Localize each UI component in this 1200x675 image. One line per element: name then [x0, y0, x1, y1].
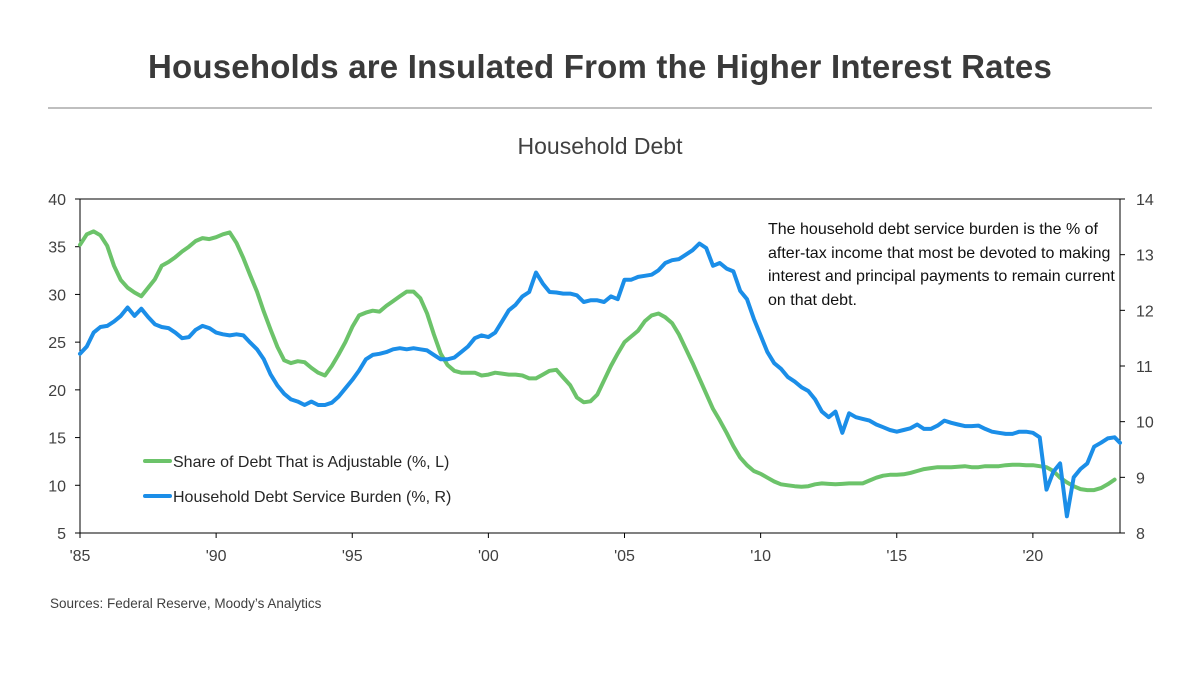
x-axis-tick-label: '85: [70, 548, 91, 565]
left-axis-tick-label: 25: [48, 335, 66, 352]
left-axis-tick-label: 30: [48, 287, 66, 304]
source-note: Sources: Federal Reserve, Moody’s Analyt…: [50, 596, 322, 611]
legend-label: Household Debt Service Burden (%, R): [173, 489, 451, 506]
left-axis-tick-label: 5: [57, 526, 66, 543]
right-axis-tick-label: 8: [1136, 526, 1145, 543]
chart-title: Household Debt: [517, 133, 683, 159]
series-line-debt-service-burden: [78, 241, 1122, 519]
right-axis-tick-label: 13: [1136, 248, 1154, 265]
right-axis-tick-label: 11: [1136, 359, 1153, 376]
left-axis-tick-label: 20: [48, 383, 66, 400]
left-axis-tick-label: 10: [48, 478, 66, 495]
chart-annotation: The household debt service burden is the…: [768, 221, 1115, 309]
right-axis-tick-label: 12: [1136, 303, 1154, 320]
page-title: Households are Insulated From the Higher…: [147, 48, 1053, 85]
left-axis-tick-label: 35: [48, 240, 66, 257]
left-axis-tick-label: 40: [48, 192, 66, 209]
right-axis-tick-label: 10: [1136, 415, 1154, 432]
legend: Share of Debt That is Adjustable (%, L) H…: [143, 454, 451, 506]
x-axis-tick-label: '10: [750, 548, 771, 565]
right-axis-tick-label: 9: [1136, 470, 1145, 487]
series-line-adjustable-share: [78, 229, 1117, 493]
x-axis-ticks: '85 '90 '95 '00 '05 '10 '15 '20: [70, 533, 1043, 565]
x-axis-tick-label: '15: [886, 548, 907, 565]
x-axis-tick-label: '05: [614, 548, 635, 565]
title-divider: [48, 107, 1152, 109]
x-axis-tick-label: '00: [478, 548, 499, 565]
legend-label: Share of Debt That is Adjustable (%, L): [173, 454, 449, 471]
series-layer: [78, 229, 1122, 519]
left-axis-ticks: 5 10 15 20 25 30 35 40: [48, 192, 80, 543]
left-axis-tick-label: 15: [48, 431, 66, 448]
right-axis-ticks: 8 9 10 11 12 13 14: [1120, 192, 1154, 543]
x-axis-tick-label: '95: [342, 548, 363, 565]
x-axis-tick-label: '20: [1022, 548, 1043, 565]
x-axis-tick-label: '90: [206, 548, 227, 565]
right-axis-tick-label: 14: [1136, 192, 1154, 209]
